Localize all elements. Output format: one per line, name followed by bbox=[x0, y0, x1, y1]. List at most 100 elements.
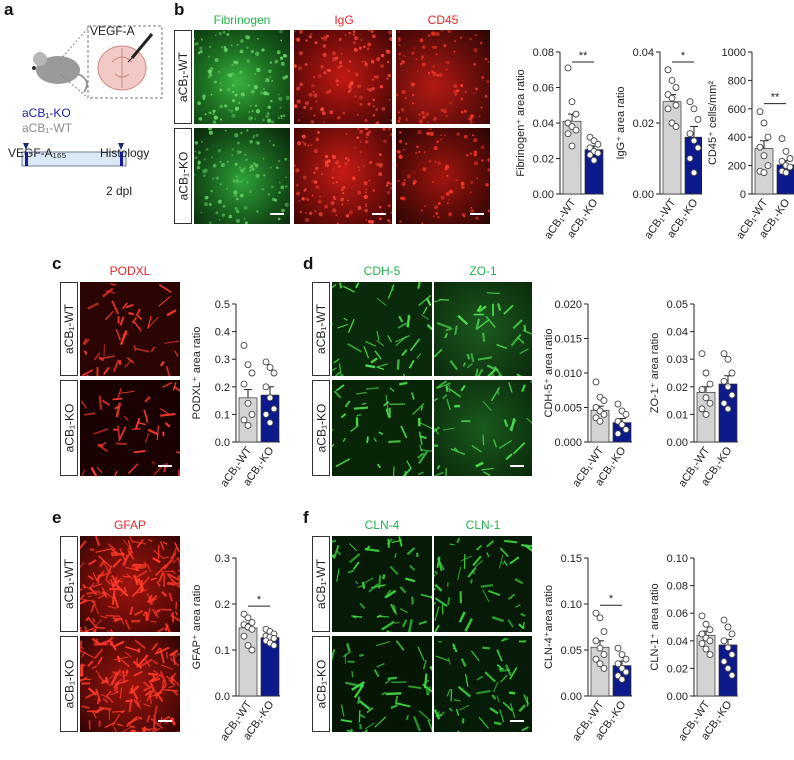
y-axis-title: CLN-1⁺ area ratio bbox=[649, 583, 661, 670]
cell-mark bbox=[352, 30, 356, 34]
vessel-mark bbox=[385, 589, 397, 599]
vessel-mark bbox=[365, 545, 371, 551]
cell-mark bbox=[279, 56, 284, 60]
cell-mark bbox=[380, 53, 385, 58]
vessel-mark bbox=[445, 327, 453, 332]
cell-mark bbox=[295, 37, 301, 42]
vessel-mark bbox=[163, 689, 179, 692]
vessel-mark bbox=[500, 561, 505, 565]
cell-mark bbox=[202, 94, 206, 98]
cell-mark bbox=[444, 167, 448, 171]
vessel-mark bbox=[486, 292, 500, 294]
vessel-mark bbox=[434, 601, 437, 605]
vessel-mark bbox=[176, 450, 180, 454]
vessel-mark bbox=[371, 584, 386, 589]
cell-mark bbox=[194, 43, 196, 46]
vessel-mark bbox=[350, 425, 358, 433]
cell-mark bbox=[280, 115, 283, 118]
cell-mark bbox=[380, 162, 383, 165]
vessel-mark bbox=[418, 710, 432, 722]
vessel-mark bbox=[347, 569, 355, 574]
cell-mark bbox=[487, 60, 490, 63]
cell-mark bbox=[398, 220, 403, 224]
vessel-mark bbox=[100, 679, 107, 685]
y-axis-title: Fibrinogen⁺ area ratio bbox=[515, 69, 527, 176]
cell-mark bbox=[336, 222, 339, 224]
vessel-mark bbox=[80, 599, 88, 605]
cell-mark bbox=[253, 162, 256, 165]
cell-mark bbox=[285, 185, 288, 188]
cell-mark bbox=[460, 36, 463, 39]
vessel-mark bbox=[119, 548, 127, 562]
data-point bbox=[592, 655, 600, 663]
vessel-mark bbox=[373, 669, 380, 678]
vessel-mark bbox=[123, 415, 129, 421]
cell-mark bbox=[308, 211, 313, 216]
vessel-mark bbox=[162, 541, 168, 545]
cell-mark bbox=[337, 164, 341, 168]
vessel-mark bbox=[429, 665, 432, 671]
vessel-mark bbox=[159, 360, 165, 367]
vessel-mark bbox=[143, 561, 150, 568]
cell-mark bbox=[208, 45, 212, 49]
cell-mark bbox=[432, 215, 435, 218]
vessel-mark bbox=[490, 386, 501, 402]
cell-mark bbox=[212, 109, 216, 113]
vessel-mark bbox=[122, 302, 128, 310]
vessel-mark bbox=[81, 369, 94, 376]
vessel-mark bbox=[499, 674, 508, 683]
vessel-mark bbox=[387, 676, 397, 680]
vessel-mark bbox=[178, 451, 180, 454]
vessel-mark bbox=[483, 471, 491, 476]
micrograph-cln4-ko bbox=[332, 636, 432, 732]
vessel-mark bbox=[115, 402, 122, 418]
vessel-mark bbox=[92, 618, 96, 623]
vessel-mark bbox=[106, 690, 112, 697]
vessel-mark bbox=[89, 548, 95, 551]
vessel-mark bbox=[162, 381, 173, 389]
vessel-mark bbox=[172, 556, 179, 564]
vessel-mark bbox=[492, 439, 498, 448]
vessel-mark bbox=[173, 385, 180, 392]
row-label-ko-f: aCB₁-KO bbox=[312, 636, 330, 732]
data-point bbox=[248, 625, 256, 633]
vessel-mark bbox=[512, 442, 526, 455]
micrograph-igg-ko-texture bbox=[294, 128, 392, 224]
vessel-mark bbox=[475, 461, 484, 468]
vessel-mark bbox=[365, 340, 377, 347]
cell-mark bbox=[413, 47, 416, 50]
vessel-mark bbox=[92, 628, 97, 632]
cell-mark bbox=[453, 50, 456, 53]
cell-mark bbox=[226, 187, 229, 190]
cell-mark bbox=[251, 163, 254, 166]
stain-label-cd45: CD45 bbox=[427, 13, 459, 27]
cell-mark bbox=[239, 166, 241, 169]
data-point bbox=[698, 350, 706, 358]
vessel-mark bbox=[486, 540, 495, 548]
cell-mark bbox=[218, 70, 220, 73]
vessel-mark bbox=[132, 660, 143, 669]
vessel-mark bbox=[417, 452, 425, 459]
vessel-mark bbox=[340, 412, 347, 419]
vessel-mark bbox=[114, 471, 118, 476]
vessel-mark bbox=[464, 617, 473, 632]
cell-mark bbox=[378, 205, 382, 209]
cell-mark bbox=[236, 141, 240, 145]
cell-mark bbox=[372, 189, 376, 192]
micrograph-cln1-ko bbox=[434, 636, 532, 732]
vessel-mark bbox=[492, 681, 499, 693]
data-point bbox=[618, 651, 626, 659]
vessel-mark bbox=[408, 685, 422, 689]
cell-mark bbox=[308, 35, 312, 39]
cell-mark bbox=[312, 90, 315, 93]
significance-marker: * bbox=[257, 594, 262, 606]
vessel-mark bbox=[496, 695, 500, 703]
vessel-mark bbox=[443, 427, 455, 431]
cell-mark bbox=[194, 141, 199, 145]
y-tick-label: 0.06 bbox=[667, 608, 688, 620]
vessel-mark bbox=[363, 729, 368, 732]
cell-mark bbox=[436, 73, 440, 77]
vessel-mark bbox=[460, 555, 473, 562]
cell-mark bbox=[463, 215, 466, 218]
y-tick-label: 0.08 bbox=[667, 581, 688, 593]
